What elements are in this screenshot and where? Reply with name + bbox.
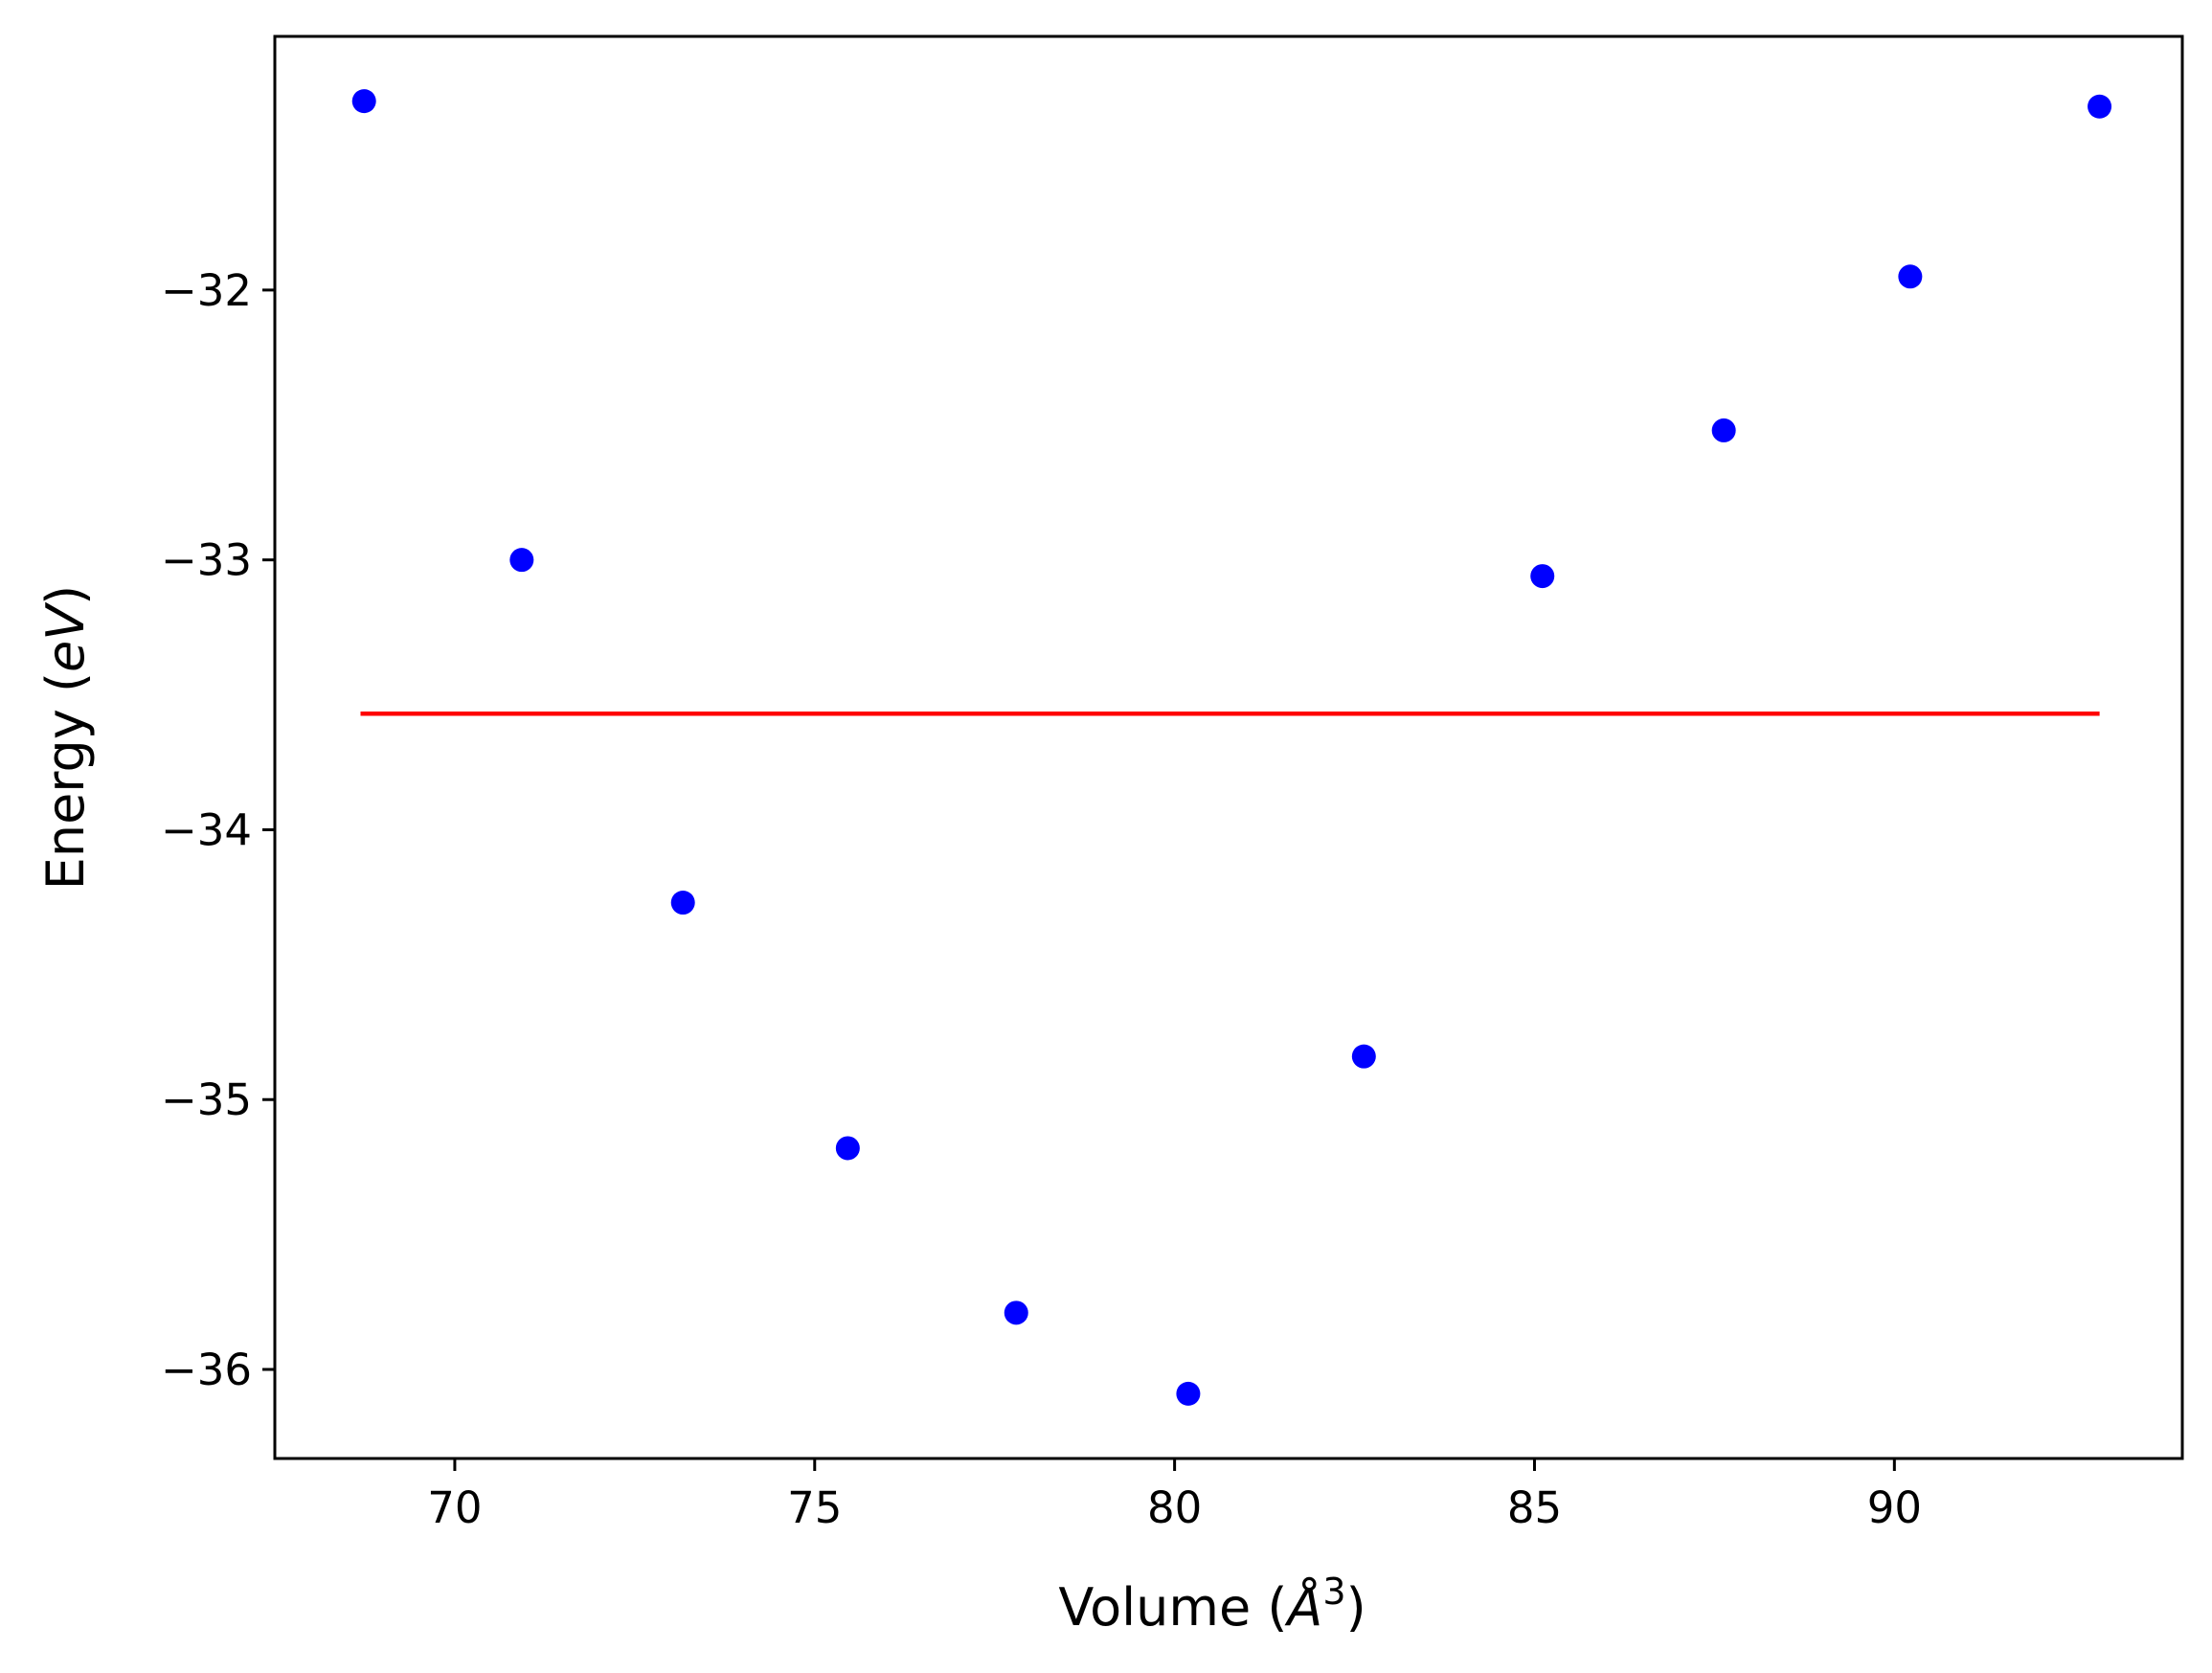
y-tick-label: −35 xyxy=(161,1074,252,1125)
data-point xyxy=(1351,1044,1376,1069)
data-point xyxy=(1176,1381,1201,1406)
data-point xyxy=(351,89,376,114)
y-axis-label: Energy (eV) xyxy=(35,585,96,891)
data-point xyxy=(2088,94,2112,119)
y-tick-label: −32 xyxy=(161,265,252,316)
y-tick-label: −34 xyxy=(161,804,252,855)
data-point xyxy=(1711,418,1736,442)
x-tick-label: 90 xyxy=(1867,1482,1922,1533)
data-point xyxy=(1898,264,1923,289)
y-axis-label-unit: eV xyxy=(35,601,96,672)
x-axis-label: Volume (Å3) xyxy=(1058,1571,1366,1638)
x-tick-label: 80 xyxy=(1147,1482,1202,1533)
x-tick-label: 85 xyxy=(1507,1482,1562,1533)
y-axis-label-prefix: Energy ( xyxy=(35,672,96,890)
marks-layer xyxy=(351,89,2112,1406)
data-point xyxy=(1530,564,1555,589)
x-tick-label: 70 xyxy=(427,1482,482,1533)
x-axis-label-superscript: 3 xyxy=(1322,1571,1345,1613)
y-axis-label-suffix: ) xyxy=(35,585,96,605)
data-point xyxy=(1004,1300,1028,1325)
x-axis-label-prefix: Volume ( xyxy=(1058,1577,1287,1638)
x-axis-label-suffix: ) xyxy=(1346,1577,1366,1638)
data-point xyxy=(509,548,534,573)
y-tick-label: −36 xyxy=(161,1345,252,1395)
plot-area-frame xyxy=(273,34,2184,1460)
x-tick-label: 75 xyxy=(787,1482,842,1533)
y-axis-ticks: −32 −33 −34 −35 −36 xyxy=(161,265,275,1395)
data-point xyxy=(835,1136,860,1161)
y-tick-label: −33 xyxy=(161,535,252,586)
data-point xyxy=(670,891,695,916)
x-axis-ticks: 70 75 80 85 90 xyxy=(427,1458,1922,1533)
x-axis-label-symbol: Å xyxy=(1284,1576,1322,1638)
